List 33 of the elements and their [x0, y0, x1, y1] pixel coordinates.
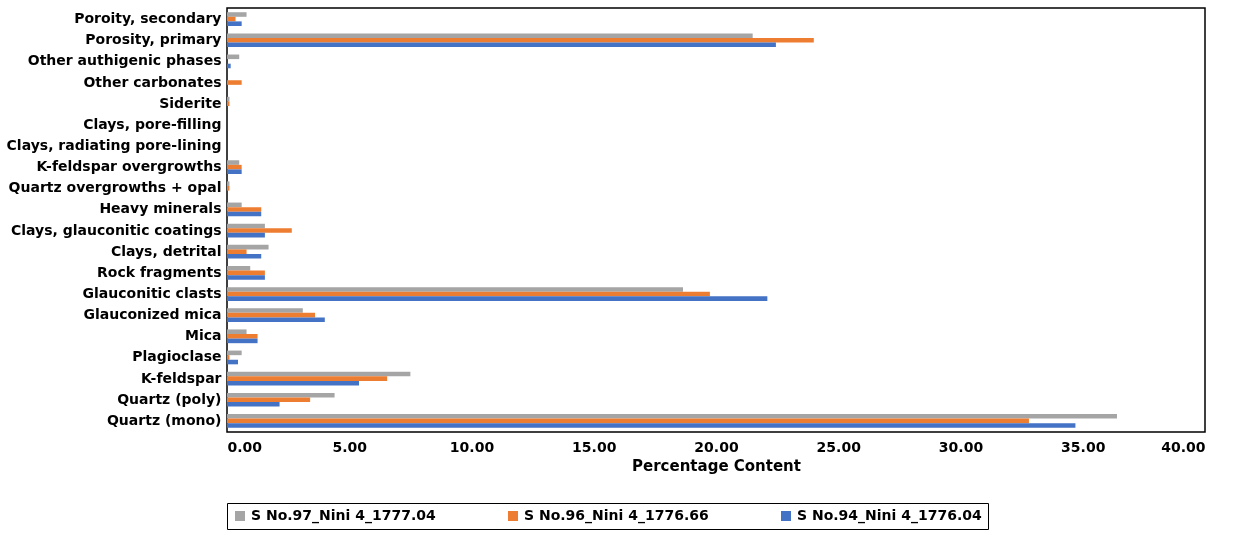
- y-tick-label: Clays, radiating pore-lining: [6, 136, 222, 153]
- x-tick-label: 25.00: [816, 438, 862, 455]
- y-tick-label: Rock fragments: [97, 263, 222, 280]
- y-tick-label: Quartz overgrowths + opal: [8, 179, 222, 196]
- x-tick-label: 10.00: [449, 438, 495, 455]
- y-tick-label: Glauconitic clasts: [82, 285, 222, 302]
- y-tick-label: Heavy minerals: [99, 200, 222, 217]
- x-tick-label: 5.00: [332, 438, 368, 455]
- x-tick-label: 15.00: [572, 438, 617, 455]
- x-tick-label: 40.00: [1161, 438, 1206, 455]
- y-tick-label: Clays, detrital: [110, 242, 222, 259]
- y-tick-label: Quartz (mono): [106, 411, 222, 428]
- y-tick-label: Quartz (poly): [117, 390, 222, 407]
- y-tick-label: Other carbonates: [83, 73, 222, 90]
- y-tick-label: Clays, glauconitic coatings: [11, 221, 222, 238]
- y-tick-label: Other authigenic phases: [27, 52, 222, 69]
- x-tick-label: 20.00: [694, 438, 739, 455]
- y-tick-label: Porosity, primary: [85, 31, 222, 48]
- y-tick-label: Plagioclase: [132, 348, 222, 365]
- legend-label: S No.96_Nini 4_1776.66: [524, 507, 709, 524]
- x-tick-label: 30.00: [938, 438, 984, 455]
- x-tick-label: 35.00: [1061, 438, 1106, 455]
- y-tick-label: Siderite: [159, 94, 222, 111]
- legend-label: S No.94_Nini 4_1776.04: [797, 507, 983, 524]
- y-tick-label: Glauconized mica: [83, 306, 222, 323]
- y-tick-label: K-feldspar overgrowths: [36, 158, 222, 175]
- y-tick-label: Mica: [185, 327, 222, 344]
- x-axis-title: Percentage Content: [632, 456, 801, 475]
- legend-label: S No.97_Nini 4_1777.04: [251, 507, 437, 524]
- x-tick-label: 0.00: [227, 438, 263, 455]
- y-tick-label: Clays, pore-filling: [83, 115, 222, 132]
- y-tick-label: Poroity, secondary: [74, 10, 222, 27]
- y-tick-label: K-feldspar: [140, 369, 222, 386]
